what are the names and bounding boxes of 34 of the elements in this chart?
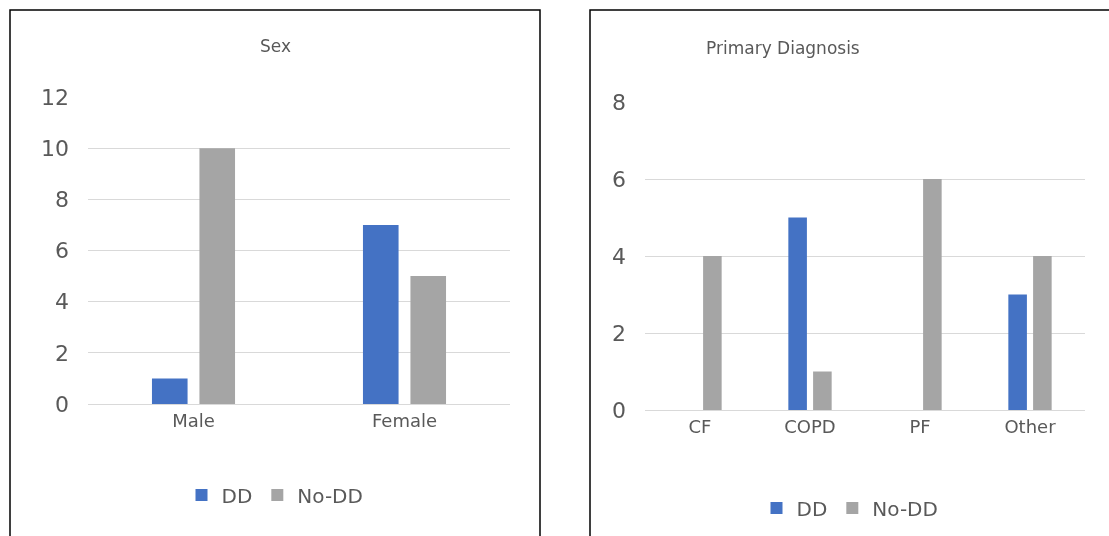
y-tick-label: 4 xyxy=(55,289,69,315)
x-tick-label: CF xyxy=(688,415,712,437)
y-tick-label: 2 xyxy=(55,340,69,366)
legend-label: DD xyxy=(796,496,828,521)
y-tick-label: 0 xyxy=(612,397,626,423)
chart-title: Primary Diagnosis xyxy=(706,38,860,58)
y-tick-label: 2 xyxy=(612,320,626,346)
y-tick-label: 8 xyxy=(55,187,69,213)
y-tick-label: 8 xyxy=(612,89,626,115)
bar xyxy=(703,256,722,410)
bar xyxy=(1008,294,1027,410)
bar xyxy=(362,224,399,404)
legend-label: No-DD xyxy=(297,483,363,508)
bar xyxy=(151,378,188,404)
x-tick-label: COPD xyxy=(784,415,836,437)
x-tick-label: Male xyxy=(172,409,215,431)
x-tick-label: Other xyxy=(1004,415,1057,437)
bar xyxy=(410,276,447,404)
y-tick-label: 10 xyxy=(41,135,69,161)
bar xyxy=(788,217,807,410)
bar xyxy=(199,148,236,404)
bar xyxy=(813,371,832,410)
x-tick-label: Female xyxy=(371,409,438,431)
y-tick-label: 6 xyxy=(55,238,69,264)
legend-label: No-DD xyxy=(872,496,938,521)
x-tick-label: PF xyxy=(909,415,931,437)
y-tick-label: 4 xyxy=(612,243,626,269)
legend-label: DD xyxy=(221,483,253,508)
chart-title: Sex xyxy=(260,36,292,56)
y-tick-label: 0 xyxy=(55,391,69,417)
y-tick-label: 6 xyxy=(612,166,626,192)
bar xyxy=(923,179,942,410)
y-tick-label: 12 xyxy=(41,84,69,110)
bar xyxy=(1033,256,1052,410)
